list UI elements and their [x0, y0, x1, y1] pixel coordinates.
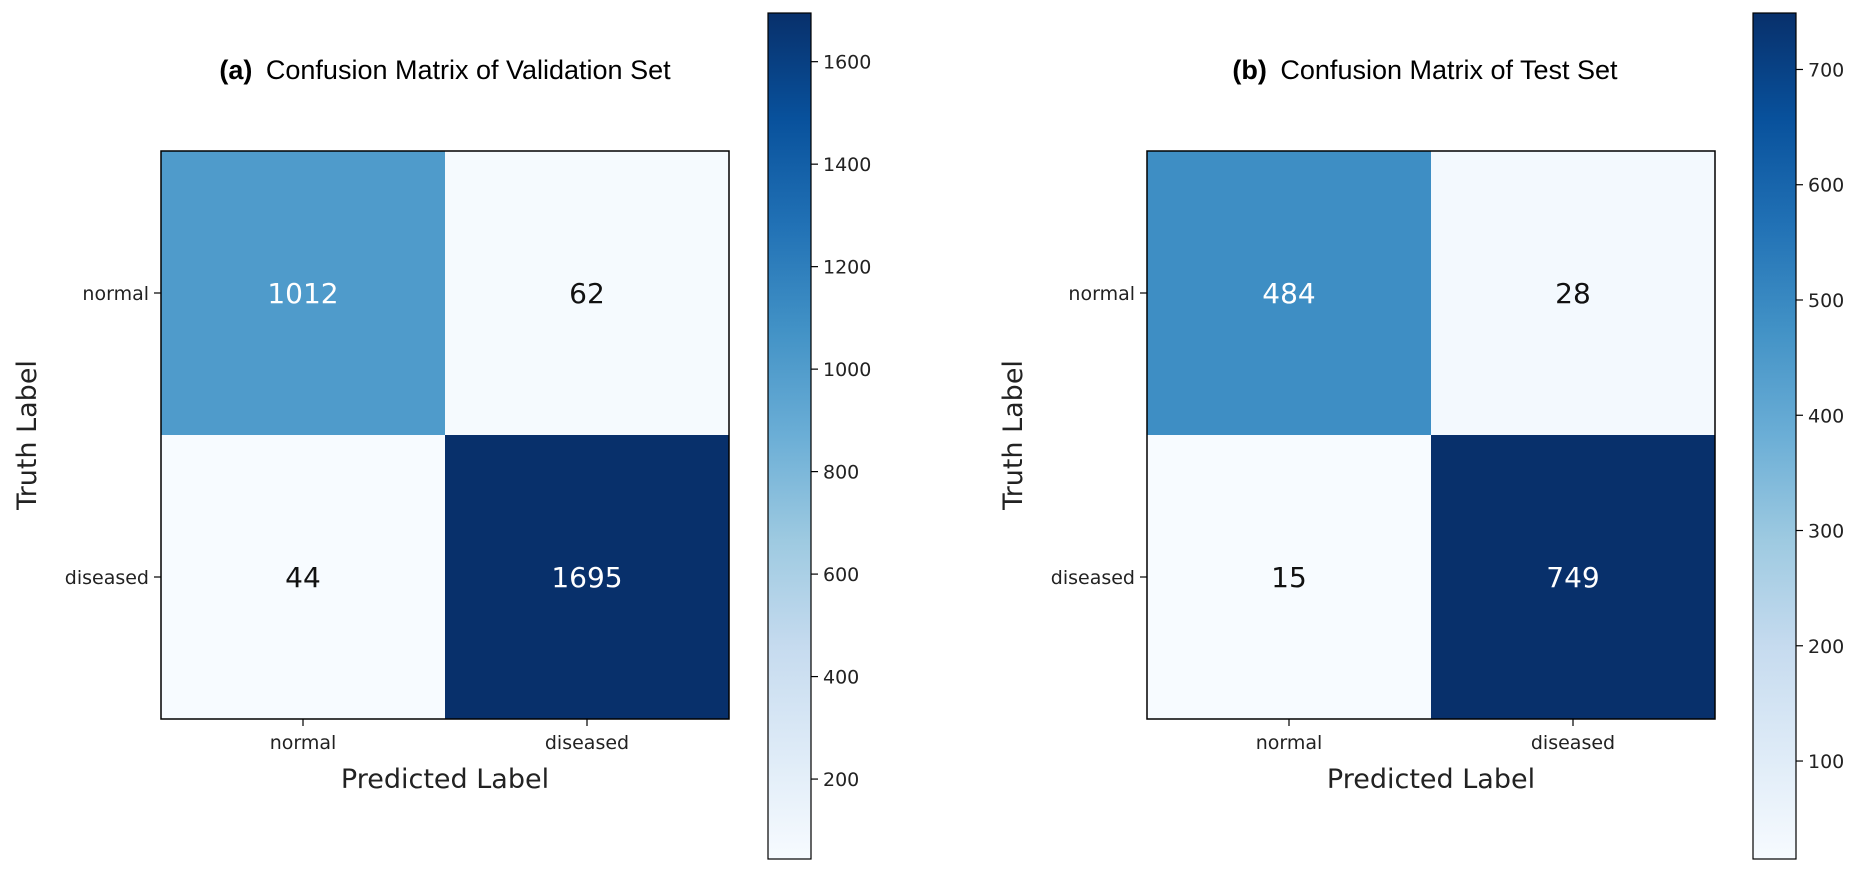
panel-a-cell-value-0-1: 62 — [569, 277, 605, 310]
panel-b-y-ticks: normal diseased — [1051, 283, 1147, 589]
panel-b-cell-value-0-1: 28 — [1555, 277, 1591, 310]
panel-a-colorbar-tick-1000: 1000 — [823, 359, 871, 381]
panel-a-cell-value-0-0: 1012 — [267, 277, 338, 310]
panel-a-ytick-normal: normal — [82, 283, 149, 305]
panel-a-cells: 1012 62 44 1695 — [161, 151, 729, 719]
panel-a-colorbar: 200 400 600 800 1000 1200 1400 1600 — [767, 12, 871, 860]
panel-a-xtick-diseased: diseased — [545, 732, 629, 754]
panel-b-colorbar-tick-600: 600 — [1808, 175, 1844, 197]
panel-b-colorbar-tick-100: 100 — [1808, 751, 1844, 773]
panel-a-colorbar-tick-1400: 1400 — [823, 154, 871, 176]
panel-a-cell-1-1 — [445, 435, 729, 719]
panel-a-title-prefix: (a) — [219, 55, 252, 85]
panel-b-test: (b) Confusion Matrix of Test Set 484 28 15… — [998, 12, 1844, 860]
panel-a-y-ticks: normal diseased — [65, 283, 161, 589]
panel-b-cell-0-0 — [1147, 151, 1431, 435]
panel-b-colorbar-tick-500: 500 — [1808, 290, 1844, 312]
panel-a-cell-value-1-1: 1695 — [551, 561, 622, 594]
panel-a-ytick-diseased: diseased — [65, 567, 149, 589]
panel-a-ylabel: Truth Label — [12, 360, 43, 511]
panel-a-title: (a) Confusion Matrix of Validation Set — [219, 55, 671, 85]
panel-b-xtick-diseased: diseased — [1531, 732, 1615, 754]
panel-a-colorbar-tick-800: 800 — [823, 462, 859, 484]
panel-b-ytick-normal: normal — [1068, 283, 1135, 305]
panel-b-cell-1-1 — [1431, 435, 1715, 719]
panel-a-colorbar-tick-600: 600 — [823, 564, 859, 586]
panel-a-colorbar-tick-1200: 1200 — [823, 257, 871, 279]
panel-b-colorbar: 100 200 300 400 500 600 700 — [1752, 12, 1844, 860]
panel-b-xlabel: Predicted Label — [1327, 764, 1535, 795]
panel-b-cell-1-0 — [1147, 435, 1431, 719]
panel-b-xtick-normal: normal — [1256, 732, 1323, 754]
panel-b-ylabel: Truth Label — [998, 360, 1029, 511]
panel-a-xtick-normal: normal — [270, 732, 337, 754]
panel-b-cell-value-1-0: 15 — [1271, 561, 1307, 594]
panel-a-colorbar-tick-1600: 1600 — [823, 52, 871, 74]
panel-b-title: (b) Confusion Matrix of Test Set — [1232, 55, 1618, 85]
panel-b-title-text: Confusion Matrix of Test Set — [1280, 55, 1618, 85]
panel-b-colorbar-tick-200: 200 — [1808, 636, 1844, 658]
panel-b-cells: 484 28 15 749 — [1147, 151, 1715, 719]
panel-b-plot-frame — [1146, 150, 1716, 720]
panel-a-colorbar-gradient — [767, 12, 812, 860]
panel-a-validation: (a) Confusion Matrix of Validation Set 1… — [12, 12, 871, 860]
panel-a-title-text: Confusion Matrix of Validation Set — [266, 55, 671, 85]
panel-b-title-prefix: (b) — [1232, 55, 1266, 85]
panel-b-colorbar-gradient — [1752, 12, 1797, 860]
panel-b-colorbar-tick-700: 700 — [1808, 59, 1844, 81]
panel-a-colorbar-tick-200: 200 — [823, 769, 859, 791]
panel-b-ytick-diseased: diseased — [1051, 567, 1135, 589]
panel-b-cell-0-1 — [1431, 151, 1715, 435]
panel-a-xlabel: Predicted Label — [341, 764, 549, 795]
panel-b-colorbar-tick-400: 400 — [1808, 405, 1844, 427]
panel-b-colorbar-tick-300: 300 — [1808, 521, 1844, 543]
panel-b-x-ticks: normal diseased — [1256, 719, 1615, 754]
panel-a-cell-value-1-0: 44 — [285, 561, 321, 594]
panel-b-cell-value-0-0: 484 — [1262, 277, 1315, 310]
panel-a-colorbar-tick-400: 400 — [823, 667, 859, 689]
panel-b-cell-value-1-1: 749 — [1546, 561, 1599, 594]
panel-a-plot-frame — [160, 150, 730, 720]
panel-a-cell-0-1 — [445, 151, 729, 435]
panel-a-cell-0-0 — [161, 151, 445, 435]
panel-a-cell-1-0 — [161, 435, 445, 719]
panel-a-x-ticks: normal diseased — [270, 719, 629, 754]
